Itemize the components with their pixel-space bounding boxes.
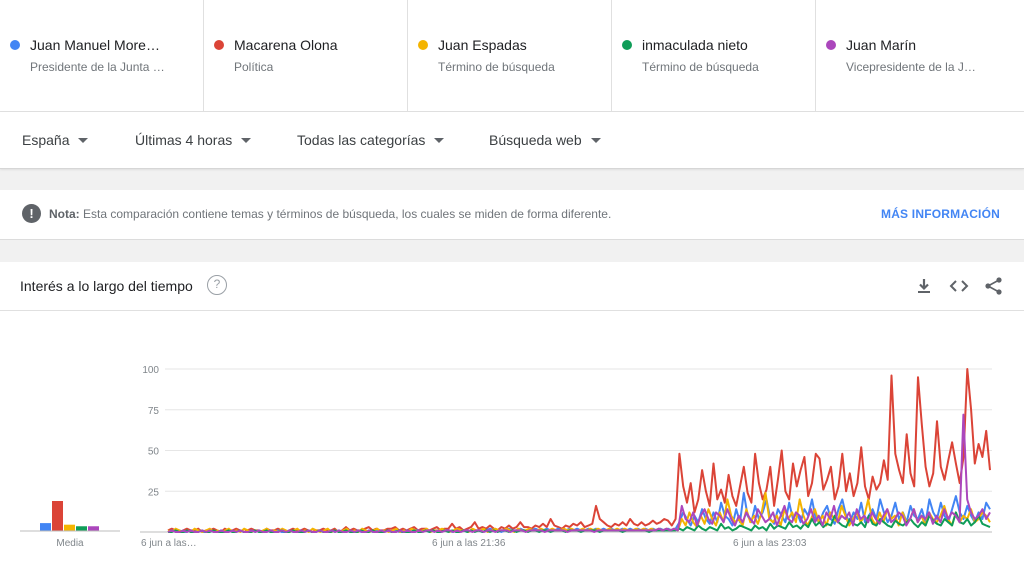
caret-down-icon xyxy=(241,137,252,143)
term-subtitle: Término de búsqueda xyxy=(642,60,759,74)
caret-down-icon xyxy=(78,137,89,143)
x-tick-label: 6 jun a las 21:36 xyxy=(432,538,506,549)
series-color-dot xyxy=(10,40,20,50)
note-text: Nota: Esta comparación contiene temas y … xyxy=(49,207,611,221)
term-subtitle: Presidente de la Junta … xyxy=(30,60,165,74)
average-bar xyxy=(64,524,75,531)
help-circle-icon[interactable]: ? xyxy=(207,275,227,295)
series-line xyxy=(167,413,991,533)
share-icon[interactable] xyxy=(984,276,1004,296)
card-header: Interés a lo largo del tiempo ? xyxy=(0,262,1024,311)
average-bar xyxy=(52,501,63,531)
comparison-note: ! Nota: Esta comparación contiene temas … xyxy=(0,190,1024,240)
term-card[interactable]: Juan Marín Vicepresidente de la J… xyxy=(816,0,1024,111)
term-card[interactable]: inmaculada nieto Término de búsqueda xyxy=(612,0,816,111)
x-tick-label: 6 jun a las… xyxy=(141,538,197,549)
caret-down-icon xyxy=(434,137,445,143)
region-dropdown[interactable]: España xyxy=(22,132,89,148)
y-tick-label: 100 xyxy=(142,365,159,376)
time-range-dropdown[interactable]: Últimas 4 horas xyxy=(135,132,252,148)
series-line xyxy=(167,368,991,533)
term-name: Juan Marín xyxy=(846,37,917,53)
term-name: Juan Espadas xyxy=(438,37,527,53)
series-line xyxy=(167,491,991,533)
average-bar xyxy=(40,523,51,531)
download-icon[interactable] xyxy=(914,276,934,296)
note-label: Nota: xyxy=(49,207,80,221)
category-dropdown[interactable]: Todas las categorías xyxy=(297,132,445,148)
info-icon: ! xyxy=(22,204,41,223)
card-title: Interés a lo largo del tiempo xyxy=(20,278,193,294)
interest-over-time-card: Interés a lo largo del tiempo ? 100 75 50 2… xyxy=(0,262,1024,581)
term-subtitle: Vicepresidente de la J… xyxy=(846,60,976,74)
term-name: Juan Manuel More… xyxy=(30,37,160,53)
average-label: Media xyxy=(56,538,84,549)
term-name: Macarena Olona xyxy=(234,37,338,53)
series-color-dot xyxy=(622,40,632,50)
note-body: Esta comparación contiene temas y términ… xyxy=(83,207,612,221)
series-color-dot xyxy=(214,40,224,50)
search-type-dropdown[interactable]: Búsqueda web xyxy=(489,132,601,148)
term-card[interactable]: Macarena Olona Política xyxy=(204,0,408,111)
term-subtitle: Término de búsqueda xyxy=(438,60,555,74)
series-line xyxy=(167,491,991,533)
search-type-dropdown-label: Búsqueda web xyxy=(489,132,582,148)
caret-down-icon xyxy=(590,137,601,143)
time-range-dropdown-label: Últimas 4 horas xyxy=(135,132,233,148)
average-bar xyxy=(76,526,87,531)
term-subtitle: Política xyxy=(234,60,274,74)
term-card[interactable]: Juan Manuel More… Presidente de la Junta… xyxy=(0,0,204,111)
region-dropdown-label: España xyxy=(22,132,70,148)
y-tick-label: 50 xyxy=(148,447,160,458)
series-color-dot xyxy=(826,40,836,50)
series-color-dot xyxy=(418,40,428,50)
embed-code-icon[interactable] xyxy=(949,276,969,296)
average-bar xyxy=(88,526,99,531)
term-name: inmaculada nieto xyxy=(642,37,748,53)
interest-line-chart: 100 75 50 25 6 jun a las… 6 jun a las 21:36 6 … xyxy=(20,365,992,549)
terms-bar: Juan Manuel More… Presidente de la Junta… xyxy=(0,0,1024,112)
filters-bar: España Últimas 4 horas Todas las categor… xyxy=(0,112,1024,169)
y-tick-label: 75 xyxy=(148,406,160,417)
x-tick-label: 6 jun a las 23:03 xyxy=(733,538,807,549)
term-card[interactable]: Juan Espadas Término de búsqueda xyxy=(408,0,612,111)
y-tick-label: 25 xyxy=(148,487,160,498)
more-info-link[interactable]: MÁS INFORMACIÓN xyxy=(881,207,1000,221)
category-dropdown-label: Todas las categorías xyxy=(297,132,426,148)
